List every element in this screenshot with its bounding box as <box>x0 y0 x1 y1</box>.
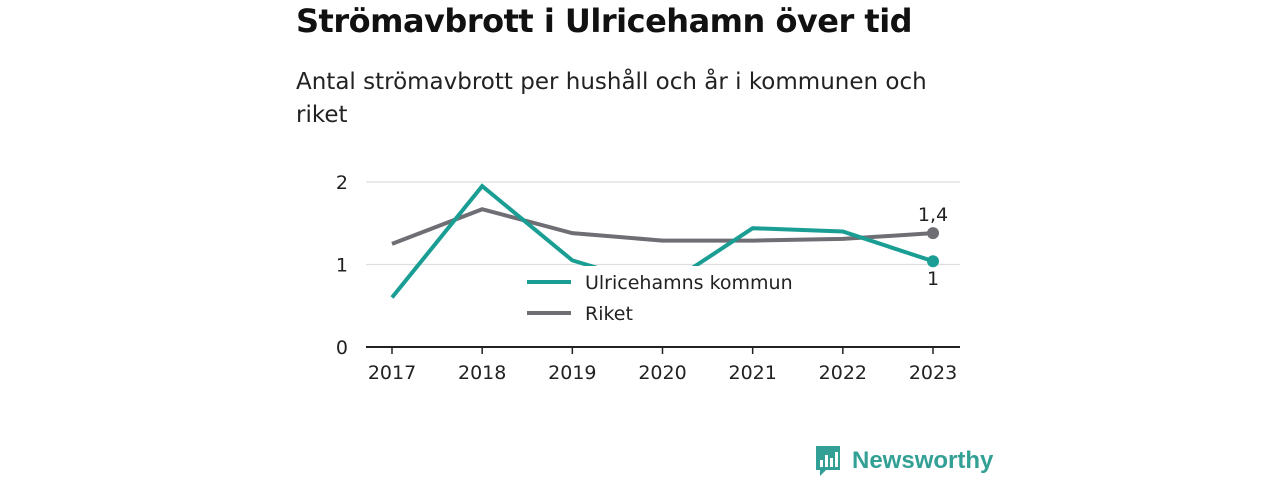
brand-name: Newsworthy <box>852 447 994 474</box>
x-tick-label: 2017 <box>368 362 416 384</box>
y-tick-label: 1 <box>336 255 348 277</box>
brand-logo: Newsworthy <box>814 444 993 478</box>
legend-label-2: Riket <box>585 303 633 325</box>
y-tick-label: 0 <box>336 337 348 359</box>
x-tick-label: 2021 <box>728 362 776 384</box>
series-line-2 <box>391 207 934 246</box>
chart-title: Strömavbrott i Ulricehamn över tid <box>296 2 913 40</box>
x-tick-label: 2023 <box>909 362 957 384</box>
legend-label-1: Ulricehamns kommun <box>585 272 793 294</box>
series-end-label-2: 1,4 <box>918 204 948 226</box>
x-tick-label: 2020 <box>638 362 686 384</box>
series-endpoint-1 <box>927 255 939 268</box>
x-tick-label: 2022 <box>819 362 867 384</box>
legend-background <box>521 266 805 330</box>
x-tick-label: 2018 <box>458 362 506 384</box>
x-tick-label: 2019 <box>548 362 596 384</box>
bar-chart-logo-icon <box>816 446 840 476</box>
y-tick-label: 2 <box>336 172 348 194</box>
chart-subtitle: Antal strömavbrott per hushåll och år i … <box>296 69 927 128</box>
series-end-label-1: 1 <box>927 268 939 290</box>
series-endpoint-2 <box>927 227 939 240</box>
